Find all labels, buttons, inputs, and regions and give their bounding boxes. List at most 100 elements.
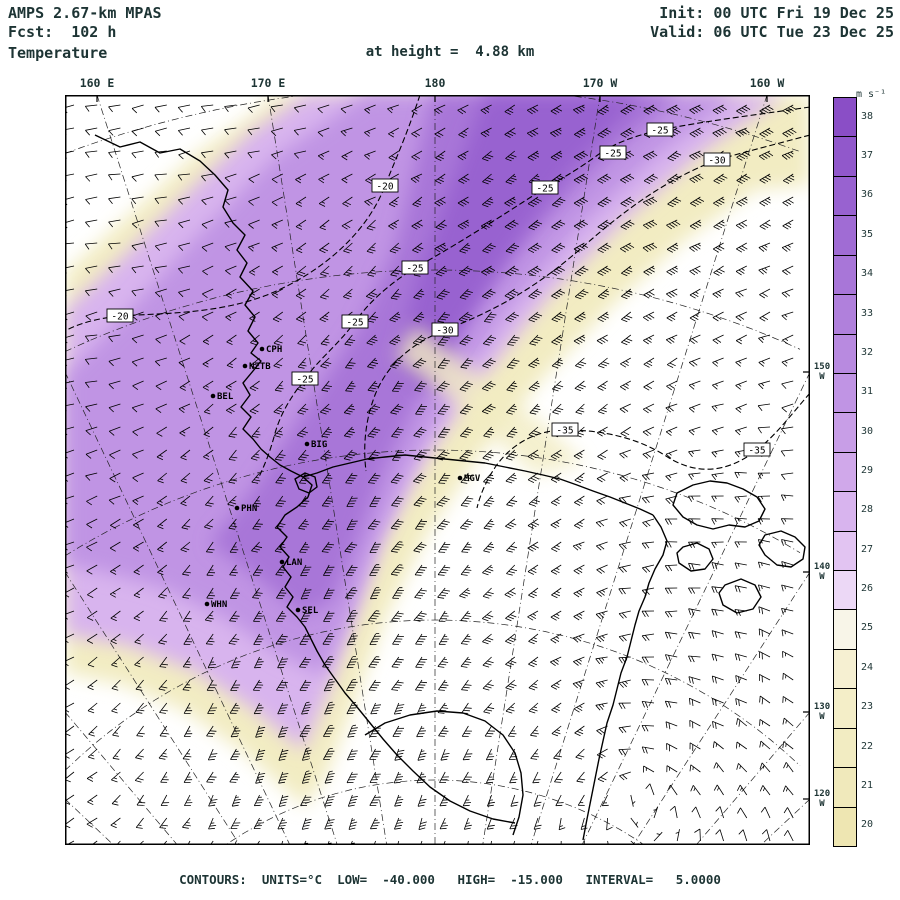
svg-text:-25: -25	[604, 149, 621, 160]
colorbar-tick-label: 22	[861, 740, 874, 752]
colorbar-cell	[834, 806, 856, 847]
colorbar-tick-label: 36	[861, 189, 874, 201]
graticule-meridians	[65, 95, 810, 845]
axis-tick-marks	[96, 95, 810, 800]
axis-top-label: 160 W	[749, 76, 785, 90]
station-marker: PHN	[234, 504, 257, 514]
colorbar-cell	[834, 98, 856, 137]
contour-label: -20	[371, 178, 399, 193]
svg-text:-35: -35	[556, 426, 573, 437]
svg-text:-25: -25	[296, 375, 313, 386]
svg-text:LAN: LAN	[286, 558, 302, 568]
colorbar-cell	[834, 294, 856, 334]
colorbar-cell	[834, 372, 856, 413]
station-marker: MGV	[457, 474, 481, 484]
colorbar-tick-label: 35	[861, 228, 874, 240]
svg-text:-20: -20	[111, 312, 128, 323]
axis-right-label: 130 W	[813, 702, 831, 722]
colorbar-cell	[834, 136, 856, 176]
colorbar	[833, 97, 857, 847]
svg-text:CPH: CPH	[266, 345, 282, 355]
station-marker: BIG	[304, 440, 327, 450]
svg-text:NZTB: NZTB	[249, 362, 271, 372]
svg-text:MGV: MGV	[464, 474, 481, 484]
contour-label: -25	[599, 145, 627, 160]
field-name: Temperature	[8, 44, 108, 62]
map-border	[65, 95, 810, 845]
map-svg: -20 -20 -25 -25 -25 -25 -25 -25 -30 -30 -35 -35 CPH N…	[65, 95, 810, 845]
svg-text:BIG: BIG	[311, 440, 327, 450]
colorbar-tick-label: 29	[861, 465, 874, 476]
contour-label: -25	[291, 371, 319, 386]
axis-right-label: 120 W	[813, 789, 831, 809]
contour-label: -25	[341, 314, 369, 329]
colorbar-cell	[834, 175, 856, 216]
axis-top-label: 160 E	[79, 76, 115, 90]
colorbar-cell	[834, 570, 856, 610]
svg-text:-25: -25	[536, 184, 553, 195]
colorbar-cell	[834, 451, 856, 492]
colorbar-tick-label: 38	[861, 110, 874, 122]
colorbar-tick-label: 28	[861, 504, 874, 516]
valid-time: Valid: 06 UTC Tue 23 Dec 25	[650, 23, 894, 41]
axis-top-label: 170 E	[250, 76, 286, 90]
colorbar-cell	[834, 530, 856, 571]
contour-info: CONTOURS: UNITS=°C LOW= -40.000 HIGH= -1…	[179, 872, 721, 887]
axis-right-label: 150 W	[813, 362, 831, 382]
colorbar-tick-label: 26	[861, 583, 874, 595]
colorbar-tick-label: 31	[861, 386, 874, 398]
svg-text:BEL: BEL	[217, 392, 234, 402]
contour-label: -25	[646, 122, 674, 137]
forecast-hour: Fcst: 102 h	[8, 23, 117, 41]
colorbar-tick-label: 32	[861, 346, 874, 358]
svg-text:-25: -25	[651, 126, 668, 137]
colorbar-cell	[834, 688, 856, 728]
colorbar-cell	[834, 767, 856, 807]
colorbar-cell	[834, 412, 856, 452]
station-marker: SEL	[295, 606, 319, 616]
colorbar-tick-label: 20	[861, 819, 874, 831]
svg-text:WHN: WHN	[211, 600, 227, 610]
contour-label: -25	[531, 180, 559, 195]
svg-text:-20: -20	[376, 182, 393, 193]
svg-text:-30: -30	[436, 326, 453, 337]
svg-text:-25: -25	[346, 318, 363, 329]
station-marker: WHN	[204, 600, 227, 610]
model-name: AMPS 2.67-km MPAS	[8, 4, 162, 22]
contour-label: -25	[401, 260, 429, 275]
svg-text:-30: -30	[708, 156, 725, 167]
station-marker: CPH	[259, 345, 282, 355]
svg-text:-35: -35	[748, 446, 765, 457]
init-time: Init: 00 UTC Fri 19 Dec 25	[659, 4, 894, 22]
colorbar-cell	[834, 648, 856, 689]
colorbar-tick-label: 34	[861, 268, 874, 280]
axis-right-label: 140 W	[813, 562, 831, 582]
station-marker: LAN	[279, 558, 302, 568]
svg-text:SEL: SEL	[302, 606, 319, 616]
colorbar-cell	[834, 333, 856, 373]
graticule-parallels	[65, 95, 801, 845]
colorbar-cell	[834, 215, 856, 255]
contour-label: -35	[743, 442, 771, 457]
colorbar-tick-label: 21	[861, 779, 874, 791]
colorbar-tick-label: 27	[861, 543, 874, 555]
colorbar-tick-label: 37	[861, 150, 874, 162]
colorbar-tick-label: 30	[861, 425, 874, 437]
colorbar-tick-label: 24	[861, 661, 874, 673]
station-marker: BEL	[210, 392, 234, 402]
colorbar-cell	[834, 491, 856, 531]
colorbar-tick-label: 23	[861, 701, 874, 713]
contour-label: -30	[431, 322, 459, 337]
colorbar-cell	[834, 254, 856, 295]
map-figure: -20 -20 -25 -25 -25 -25 -25 -25 -30 -30 -35 -35 CPH N…	[65, 95, 810, 845]
contour-label: -20	[106, 308, 134, 323]
axis-top-label: 180	[424, 76, 446, 90]
contour-label: -30	[703, 152, 731, 167]
colorbar-cell	[834, 727, 856, 768]
colorbar-tick-label: 25	[861, 622, 874, 634]
station-marker: NZTB	[242, 362, 271, 372]
svg-text:PHN: PHN	[241, 504, 257, 514]
colorbar-tick-label: 33	[861, 307, 874, 319]
level-label: at height = 4.88 km	[365, 44, 535, 60]
